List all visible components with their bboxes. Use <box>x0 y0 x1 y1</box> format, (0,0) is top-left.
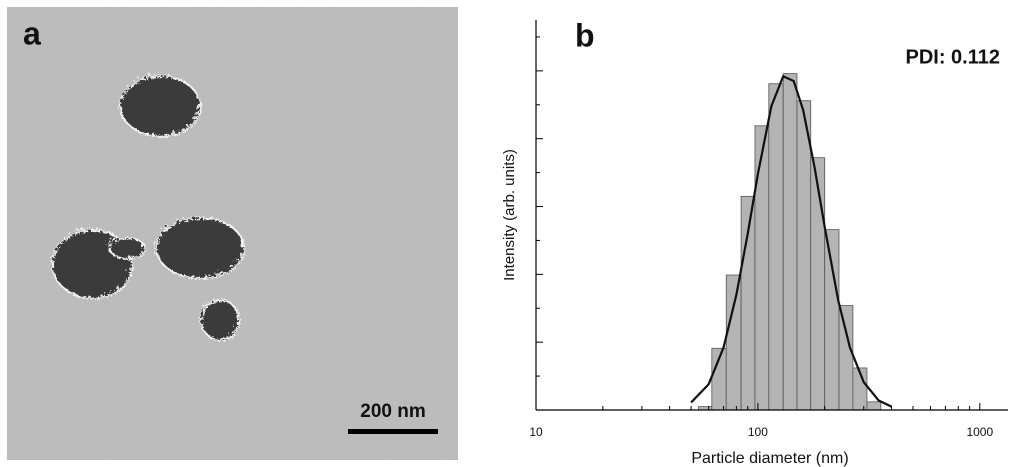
tem-image: a 200 nm <box>7 7 458 460</box>
bar <box>782 73 798 411</box>
bar <box>754 125 770 411</box>
bar <box>796 100 812 411</box>
x-axis-title: Particle diameter (nm) <box>691 450 848 467</box>
x-tick-label: 10 <box>529 425 543 439</box>
annotation: PDI: 0.112 <box>905 46 1000 68</box>
panel-label: a <box>23 15 41 51</box>
bar <box>768 83 784 411</box>
bar <box>824 229 840 411</box>
scale-bar-label: 200 nm <box>360 401 425 422</box>
x-tick-label: 1000 <box>966 425 993 439</box>
bar <box>725 274 742 411</box>
bar <box>838 305 854 411</box>
y-axis-title: Intensity (arb. units) <box>501 149 518 281</box>
fit-curve <box>690 74 892 408</box>
x-tick-label: 100 <box>748 425 768 439</box>
bar <box>866 401 882 411</box>
bar <box>810 157 826 411</box>
panel-label: b <box>575 17 595 53</box>
